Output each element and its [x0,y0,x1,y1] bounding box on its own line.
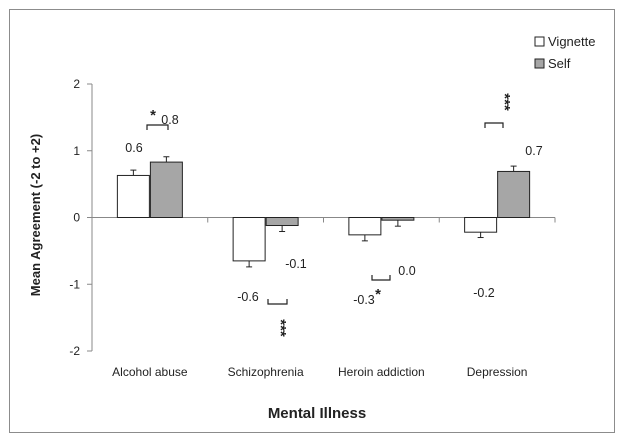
y-tick-label: -1 [69,277,80,291]
bar-chart: -2 -1 0 1 2 Alcohol abuse Schizophrenia Heroin … [28,34,595,422]
significance-star: * [150,107,156,124]
x-tick-label: Schizophrenia [228,365,304,379]
significance-markers: ******** [146,93,513,337]
chart-frame: -2 -1 0 1 2 Alcohol abuse Schizophrenia Heroin … [9,9,615,433]
legend-label-self: Self [548,56,571,71]
y-tick-label: 2 [73,77,80,91]
significance-star: *** [496,93,513,111]
data-labels: 0.6 0.8 -0.6 -0.1 -0.3 0.0 -0.2 0.7 [125,113,542,307]
y-tick-label: 0 [73,211,80,225]
bar-vignette [348,217,382,236]
bar-self [149,161,183,219]
significance-bracket [371,275,391,281]
data-label: -0.2 [473,286,495,300]
data-label: 0.8 [161,113,178,127]
y-axis-title: Mean Agreement (-2 to +2) [28,134,43,296]
significance-star: * [375,286,381,303]
bar-self [265,217,299,227]
x-tick-label: Depression [467,365,528,379]
data-label: 0.7 [525,144,542,158]
data-label: -0.6 [237,290,259,304]
data-label: 0.6 [125,141,142,155]
significance-bracket [267,299,288,305]
data-label: 0.0 [398,264,415,278]
significance-bracket [484,122,504,128]
bar-self [497,170,531,219]
legend-label-vignette: Vignette [548,34,595,49]
data-label: -0.1 [285,257,307,271]
y-tick-label: 1 [73,144,80,158]
x-tick-label: Alcohol abuse [112,365,188,379]
y-tick-label: -2 [69,344,80,358]
bar-vignette [116,174,150,218]
data-label: -0.3 [353,293,375,307]
legend: Vignette Self [534,34,595,71]
bar-vignette [232,217,266,262]
x-tick-label: Heroin addiction [338,365,425,379]
x-axis-title: Mental Illness [268,405,366,422]
legend-swatch-self [534,58,545,69]
bar-vignette [464,217,498,233]
significance-star: *** [272,319,289,337]
significance-bracket [146,124,169,130]
bars [116,156,531,268]
legend-swatch-vignette [534,36,545,47]
bar-self [381,217,415,221]
